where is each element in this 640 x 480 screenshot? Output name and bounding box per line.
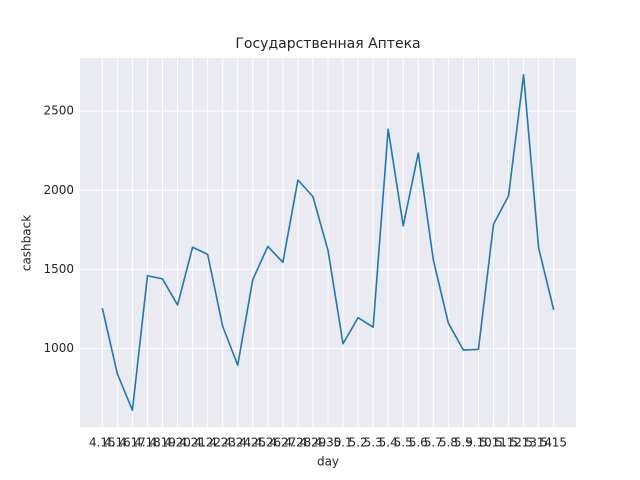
x-tick-label: 5.3: [364, 436, 383, 450]
x-tick-label: 5.4: [379, 436, 398, 450]
x-tick-label: 5.1: [333, 436, 352, 450]
x-tick-label: 4.26: [254, 436, 281, 450]
x-tick-label: 4.24: [224, 436, 251, 450]
x-tick-label: 5.12: [495, 436, 522, 450]
x-tick-label: 4.22: [194, 436, 221, 450]
x-tick-label: 5.15: [540, 436, 567, 450]
x-tick-label: 4.19: [149, 436, 176, 450]
x-tick-label: 4.27: [270, 436, 297, 450]
x-tick-label: 5.9: [454, 436, 473, 450]
x-tick-label: 5.8: [439, 436, 458, 450]
y-tick-label: 1500: [43, 262, 74, 276]
x-axis-label: day: [317, 455, 339, 469]
y-axis-label: cashback: [20, 215, 34, 271]
x-tick-label: 4.29: [300, 436, 327, 450]
x-tick-label: 5.6: [409, 436, 428, 450]
x-tick-label: 4.18: [134, 436, 161, 450]
y-tick-label: 2500: [43, 104, 74, 118]
x-tick-label: 4.25: [239, 436, 266, 450]
x-tick-label: 5.5: [394, 436, 413, 450]
x-tick-label: 4.20: [164, 436, 191, 450]
x-tick-label: 4.15: [89, 436, 116, 450]
y-tick-label: 2000: [43, 183, 74, 197]
x-tick-label: 4.17: [119, 436, 146, 450]
x-tick-label: 5.2: [349, 436, 368, 450]
y-tick-label: 1000: [43, 341, 74, 355]
x-tick-label: 5.11: [480, 436, 507, 450]
x-tick-label: 4.28: [285, 436, 312, 450]
x-tick-label: 4.23: [209, 436, 236, 450]
data-line: [101, 73, 555, 412]
x-tick-label: 4.16: [104, 436, 131, 450]
x-tick-label: 4.30: [315, 436, 342, 450]
chart-title: Государственная Аптека: [235, 36, 420, 52]
x-tick-label: 5.7: [424, 436, 443, 450]
x-tick-label: 5.14: [525, 436, 552, 450]
x-tick-label: 4.21: [179, 436, 206, 450]
x-tick-label: 5.10: [465, 436, 492, 450]
x-tick-label: 5.13: [510, 436, 537, 450]
